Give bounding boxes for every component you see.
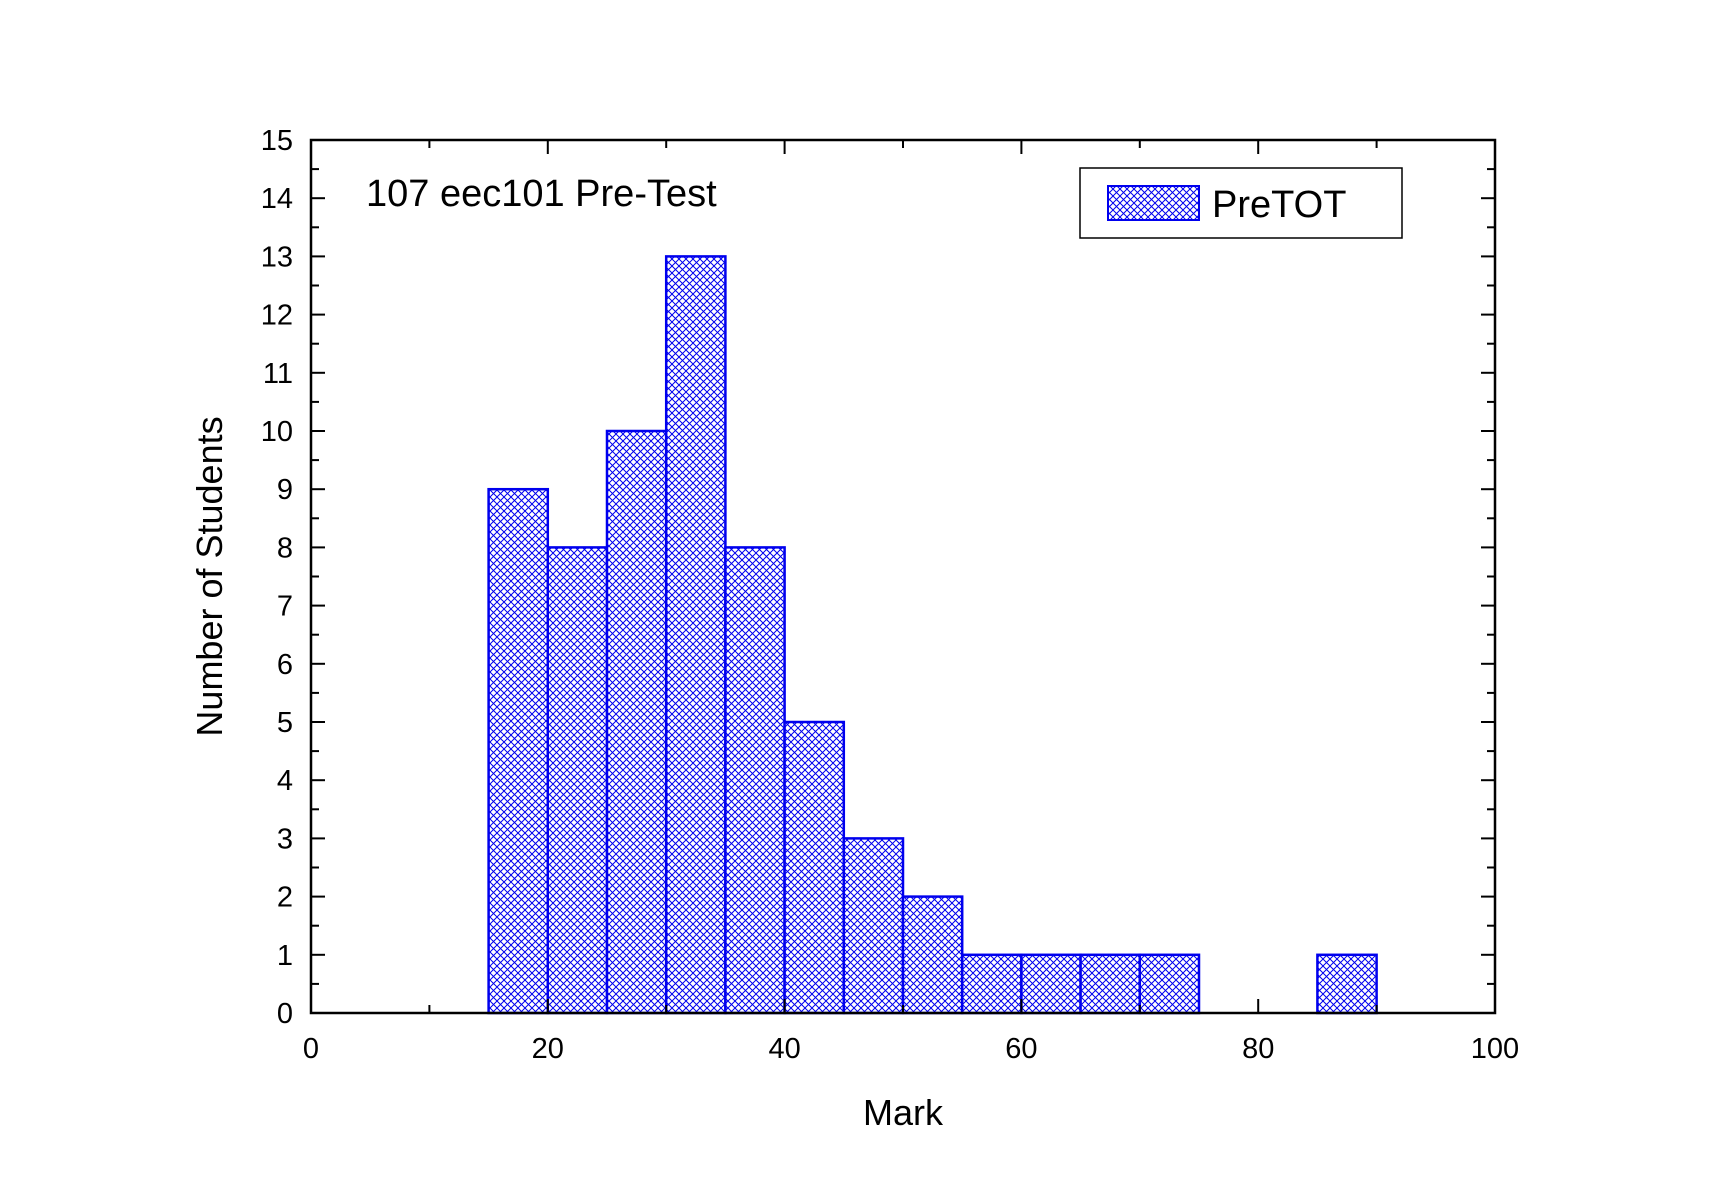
- y-axis-title: Number of Students: [189, 416, 230, 736]
- bar-9: [1020, 953, 1082, 1015]
- bar-6: [842, 837, 905, 1015]
- legend: PreTOT: [1079, 167, 1403, 239]
- bar-0: [487, 487, 550, 1015]
- x-axis-title: Mark: [863, 1092, 944, 1133]
- y-tick-label: 3: [277, 823, 293, 855]
- y-tick-label: 1: [277, 940, 293, 972]
- legend-label: PreTOT: [1212, 184, 1346, 226]
- bar-1: [546, 546, 609, 1015]
- y-tick-label: 2: [277, 882, 293, 914]
- y-tick-label: 9: [277, 474, 293, 506]
- axis-ticks: [310, 139, 1496, 1014]
- bar-3: [664, 255, 727, 1015]
- y-tick-label: 8: [277, 532, 293, 564]
- y-tick-label: 5: [277, 707, 293, 739]
- y-tick-label: 15: [261, 125, 293, 157]
- x-tick-label: 80: [1242, 1033, 1274, 1065]
- bar-5: [783, 720, 846, 1015]
- bar-7: [901, 895, 964, 1015]
- x-tick-label: 40: [768, 1033, 800, 1065]
- bars-group: [487, 255, 1378, 1015]
- bar-8: [960, 953, 1023, 1015]
- bar-2: [605, 429, 668, 1015]
- y-tick-label: 12: [261, 300, 293, 332]
- bar-12: [1316, 953, 1378, 1015]
- y-tick-label: 14: [261, 183, 293, 215]
- legend-swatch: [1107, 185, 1200, 221]
- y-tick-label: 4: [277, 765, 293, 797]
- bar-10: [1079, 953, 1142, 1015]
- y-tick-label: 11: [263, 358, 293, 390]
- y-tick-label: 10: [261, 416, 293, 448]
- bar-4: [724, 546, 786, 1015]
- y-tick-label: 0: [277, 998, 293, 1030]
- x-tick-label: 0: [303, 1033, 319, 1065]
- y-tick-label: 6: [277, 649, 293, 681]
- chart-annotation: 107 eec101 Pre-Test: [366, 173, 717, 215]
- x-tick-label: 100: [1471, 1033, 1519, 1065]
- bar-11: [1138, 953, 1201, 1015]
- y-tick-label: 7: [277, 591, 293, 623]
- x-tick-label: 60: [1005, 1033, 1037, 1065]
- y-tick-label: 13: [261, 241, 293, 273]
- x-tick-label: 20: [532, 1033, 564, 1065]
